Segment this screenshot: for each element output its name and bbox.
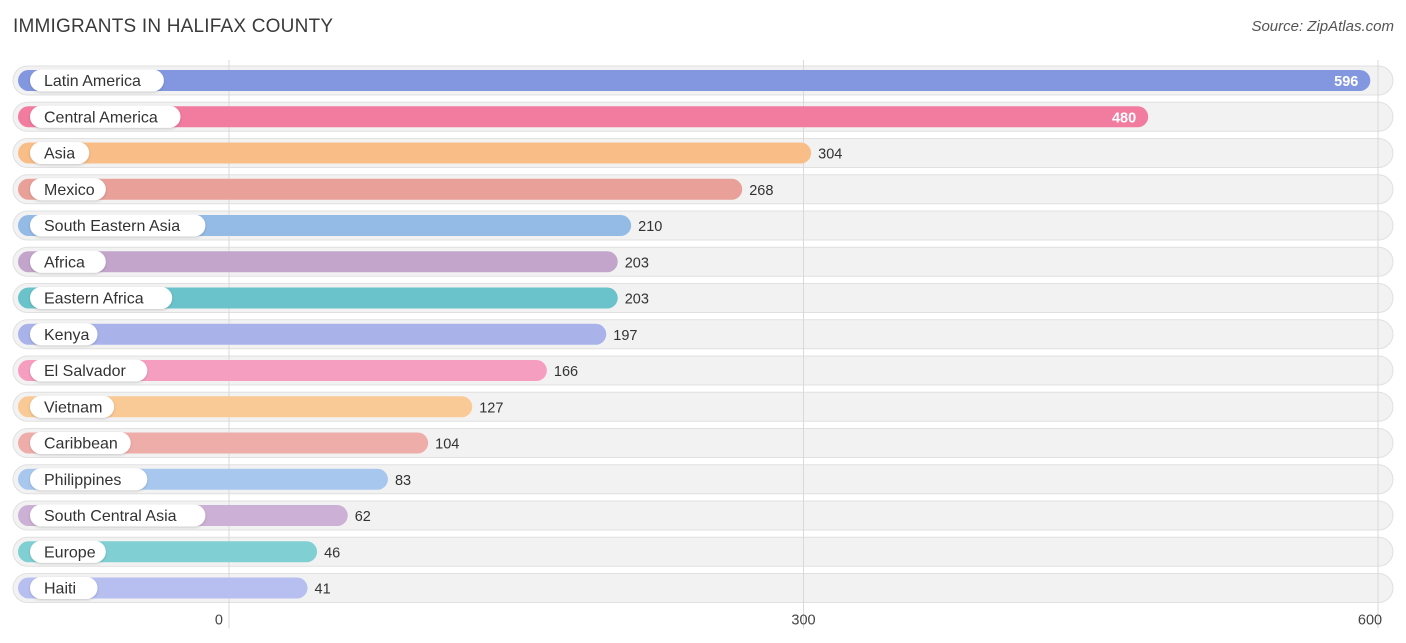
- category-label-pill: [30, 540, 106, 563]
- category-label-pill: [30, 504, 206, 527]
- x-tick-label: 600: [1358, 613, 1382, 629]
- category-label-pill: [30, 250, 106, 273]
- category-label: Latin America: [44, 73, 141, 90]
- data-label: 166: [554, 364, 578, 380]
- row-track: [12, 573, 1394, 603]
- category-label: Haiti: [44, 581, 76, 598]
- category-label: Kenya: [44, 327, 89, 344]
- category-label: Africa: [44, 254, 85, 271]
- category-label: Philippines: [44, 472, 121, 489]
- category-label: South Eastern Asia: [44, 218, 180, 235]
- category-label: Eastern Africa: [44, 291, 144, 308]
- source-label: Source: ZipAtlas.com: [1251, 18, 1394, 35]
- data-label: 480: [1112, 110, 1136, 126]
- chart-title: IMMIGRANTS IN HALIFAX COUNTY: [13, 16, 334, 37]
- category-label: South Central Asia: [44, 508, 177, 525]
- row-track: [12, 536, 1394, 567]
- data-label: 203: [625, 255, 649, 271]
- bar[interactable]: [18, 251, 618, 273]
- data-label: 268: [749, 183, 773, 199]
- x-tick-label: 300: [791, 613, 815, 629]
- bar[interactable]: [18, 360, 547, 381]
- data-label: 203: [625, 292, 649, 308]
- row-track: [12, 500, 1394, 531]
- category-label: El Salvador: [44, 363, 126, 380]
- category-label-pill: [30, 105, 181, 128]
- category-label-pill: [30, 214, 206, 237]
- bar[interactable]: [18, 396, 473, 418]
- data-label: 41: [315, 582, 331, 598]
- category-label: Central America: [44, 109, 158, 126]
- data-label: 210: [638, 219, 662, 235]
- category-label-pill: [30, 142, 90, 164]
- bar[interactable]: [18, 70, 1371, 91]
- category-label-pill: [30, 287, 173, 309]
- data-label: 127: [479, 400, 503, 416]
- data-label: 104: [435, 437, 459, 453]
- data-label: 62: [355, 509, 371, 525]
- bar[interactable]: [18, 142, 812, 164]
- category-label-pill: [30, 577, 98, 599]
- category-label-pill: [30, 395, 115, 418]
- bar[interactable]: [18, 178, 743, 200]
- category-label-pill: [30, 178, 106, 201]
- x-tick-label: 0: [215, 613, 223, 629]
- data-label: 197: [613, 328, 637, 344]
- data-label: 83: [395, 473, 411, 489]
- category-label: Mexico: [44, 182, 95, 199]
- category-label-pill: [30, 69, 164, 92]
- data-label: 596: [1334, 74, 1358, 90]
- category-label-pill: [30, 323, 98, 346]
- category-label: Europe: [44, 544, 96, 561]
- category-label-pill: [30, 359, 148, 382]
- bar[interactable]: [18, 323, 607, 345]
- category-label-pill: [30, 468, 148, 491]
- category-label: Caribbean: [44, 436, 118, 453]
- category-label: Vietnam: [44, 399, 102, 416]
- category-label-pill: [30, 432, 131, 454]
- category-label: Asia: [44, 146, 75, 163]
- bar[interactable]: [18, 106, 1149, 128]
- data-label: 304: [818, 147, 842, 163]
- data-label: 46: [324, 545, 340, 561]
